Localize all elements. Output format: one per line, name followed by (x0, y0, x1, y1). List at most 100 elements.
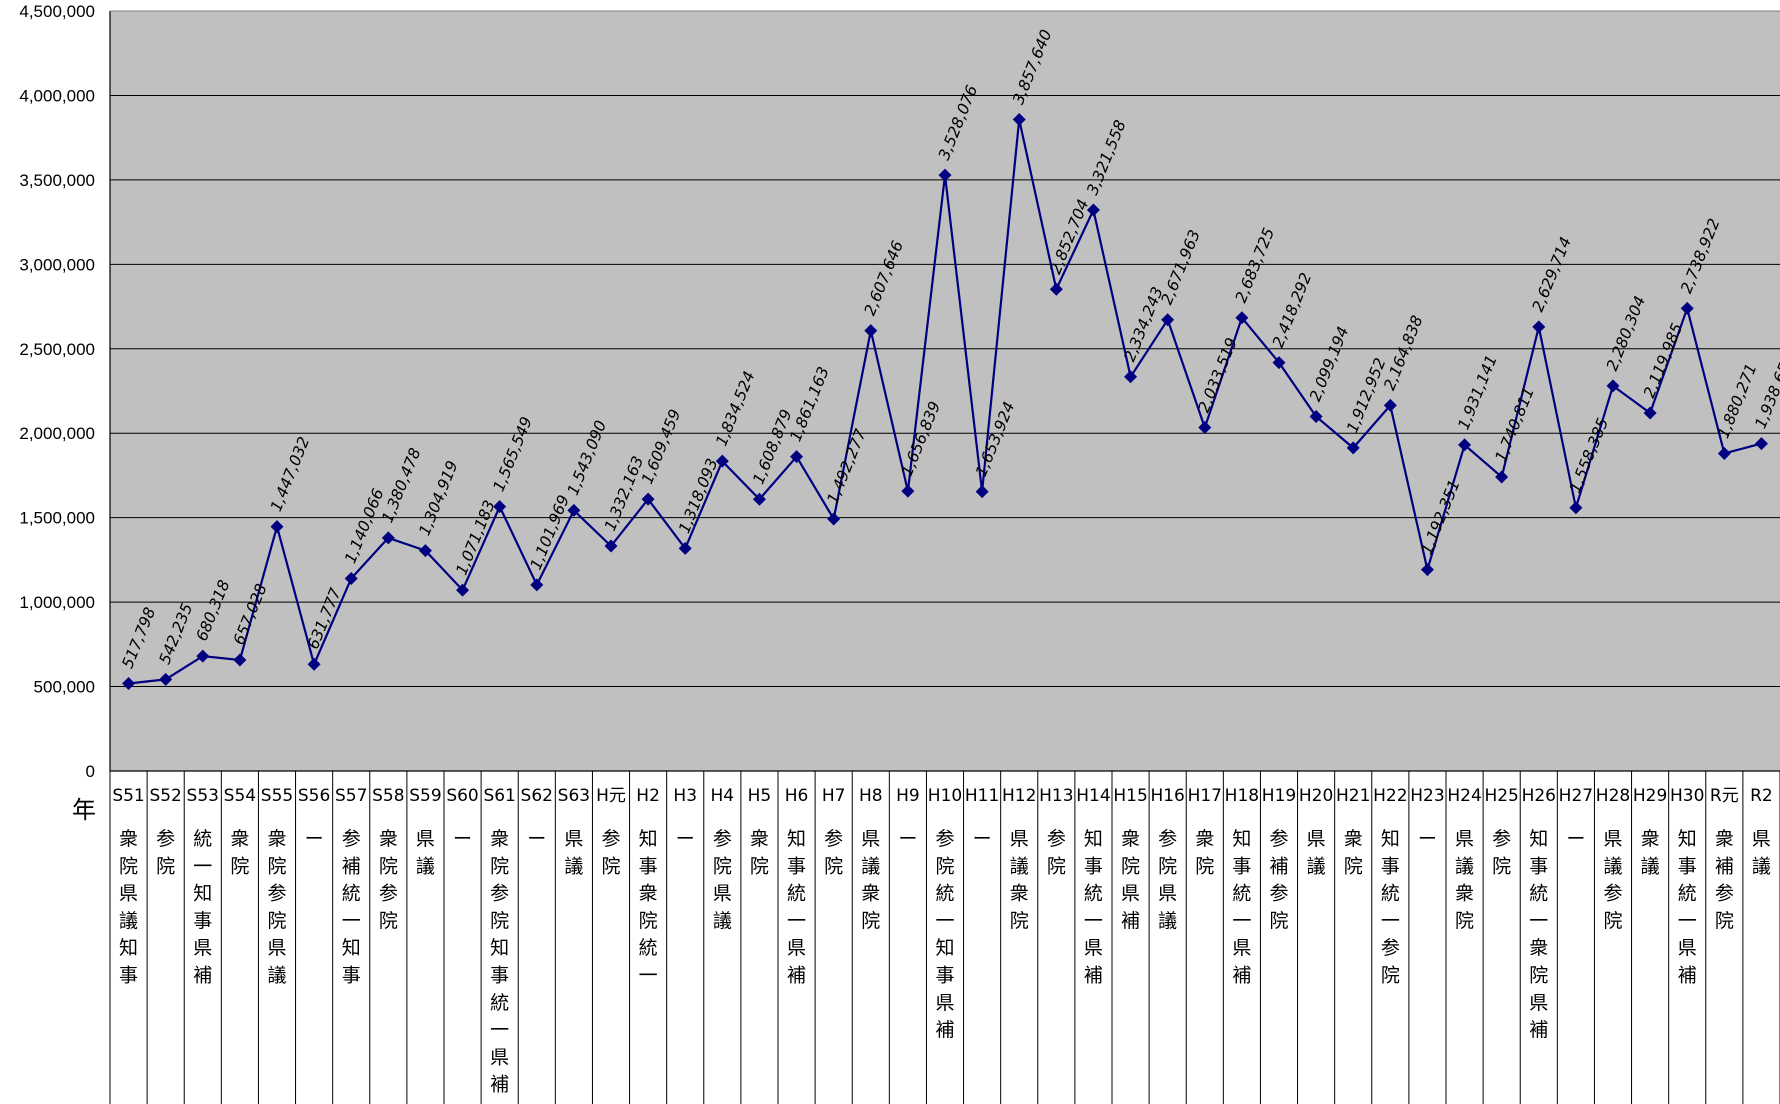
category-label: H15 (1113, 786, 1147, 806)
election-label: 参院 (156, 828, 175, 877)
election-char: 事 (639, 855, 658, 877)
election-char: 事 (1232, 855, 1251, 877)
election-char: 衆 (1195, 828, 1214, 850)
election-char: 県 (1121, 883, 1140, 905)
y-tick-label: 4,500,000 (19, 2, 95, 21)
election-char: 事 (119, 965, 138, 987)
election-char: 院 (230, 855, 249, 877)
election-char: 衆 (750, 828, 769, 850)
election-char: 院 (1492, 855, 1511, 877)
election-char: 知 (1232, 828, 1251, 850)
election-char: 議 (1603, 855, 1622, 877)
category-label: S52 (149, 786, 181, 806)
data-point (344, 571, 358, 585)
election-char: 衆 (1641, 828, 1660, 850)
election-char: 補 (935, 1019, 954, 1041)
election-char: 知 (1381, 828, 1400, 850)
data-point (827, 512, 841, 526)
election-char: 参 (1492, 828, 1511, 850)
election-char: ー (1418, 828, 1437, 850)
election-char: 参 (1269, 883, 1288, 905)
y-tick-label: 2,500,000 (19, 340, 95, 359)
election-char: ー (973, 828, 992, 850)
data-point (1309, 409, 1323, 423)
y-tick-label: 1,500,000 (19, 509, 95, 528)
data-point (901, 484, 915, 498)
election-char: 院 (824, 855, 843, 877)
data-point (790, 450, 804, 464)
election-char: 統 (787, 883, 806, 905)
election-char: 院 (861, 910, 880, 932)
election-char: 院 (1529, 965, 1548, 987)
data-point (752, 492, 766, 506)
election-char: 県 (1603, 828, 1622, 850)
election-label: ー (973, 828, 992, 850)
data-point (1161, 313, 1175, 327)
election-char: 衆 (119, 828, 138, 850)
election-label: 県議 (416, 828, 435, 877)
election-char: ー (305, 828, 324, 850)
election-char: 参 (935, 828, 954, 850)
election-label: 衆院 (750, 828, 769, 877)
election-char: 補 (490, 1074, 509, 1096)
election-char: 衆 (1455, 883, 1474, 905)
election-label: 衆院 (230, 828, 249, 877)
category-label: H7 (822, 786, 846, 806)
category-label: H23 (1410, 786, 1444, 806)
category-label: H27 (1559, 786, 1593, 806)
data-point (493, 500, 507, 514)
category-label: H10 (928, 786, 962, 806)
data-point (159, 672, 173, 686)
election-char: 県 (564, 828, 583, 850)
data-point (1754, 437, 1768, 451)
category-label: S58 (372, 786, 404, 806)
category-table: S51衆院県議知事S52参院S53統一知事県補S54衆院S55衆院参院県議S56… (109, 771, 1780, 1104)
election-char: 県 (1529, 992, 1548, 1014)
election-char: 議 (1010, 855, 1029, 877)
election-char: 院 (1195, 855, 1214, 877)
data-point (1680, 301, 1694, 315)
election-char: 一 (490, 1019, 509, 1041)
election-char: 補 (193, 965, 212, 987)
election-char: 院 (1158, 855, 1177, 877)
election-char: 衆 (639, 883, 658, 905)
election-char: 県 (1158, 883, 1177, 905)
data-point (1532, 320, 1546, 334)
y-tick-label: 0 (86, 762, 95, 781)
data-point (604, 539, 618, 553)
election-char: 参 (379, 883, 398, 905)
election-char: 県 (416, 828, 435, 850)
election-char: 補 (1084, 965, 1103, 987)
election-char: 衆 (490, 828, 509, 850)
election-char: 一 (1084, 910, 1103, 932)
election-char: 統 (1381, 883, 1400, 905)
election-char: 衆 (267, 828, 286, 850)
election-char: 院 (639, 910, 658, 932)
election-char: 一 (342, 910, 361, 932)
election-char: ー (676, 828, 695, 850)
category-label: H12 (1002, 786, 1036, 806)
election-label: ー (898, 828, 917, 850)
election-char: 衆 (861, 883, 880, 905)
data-point (1458, 438, 1472, 452)
election-char: 議 (1752, 855, 1771, 877)
election-char: 衆 (1344, 828, 1363, 850)
election-char: 補 (1529, 1019, 1548, 1041)
election-char: 県 (787, 937, 806, 959)
election-char: 衆 (230, 828, 249, 850)
election-char: 統 (1678, 883, 1697, 905)
election-char: 一 (935, 910, 954, 932)
election-char: 知 (1529, 828, 1548, 850)
election-char: 議 (861, 855, 880, 877)
category-label: S57 (335, 786, 367, 806)
data-point (1272, 356, 1286, 370)
data-point (233, 653, 247, 667)
data-point (1495, 470, 1509, 484)
election-char: 統 (193, 828, 212, 850)
election-char: 参 (713, 828, 732, 850)
